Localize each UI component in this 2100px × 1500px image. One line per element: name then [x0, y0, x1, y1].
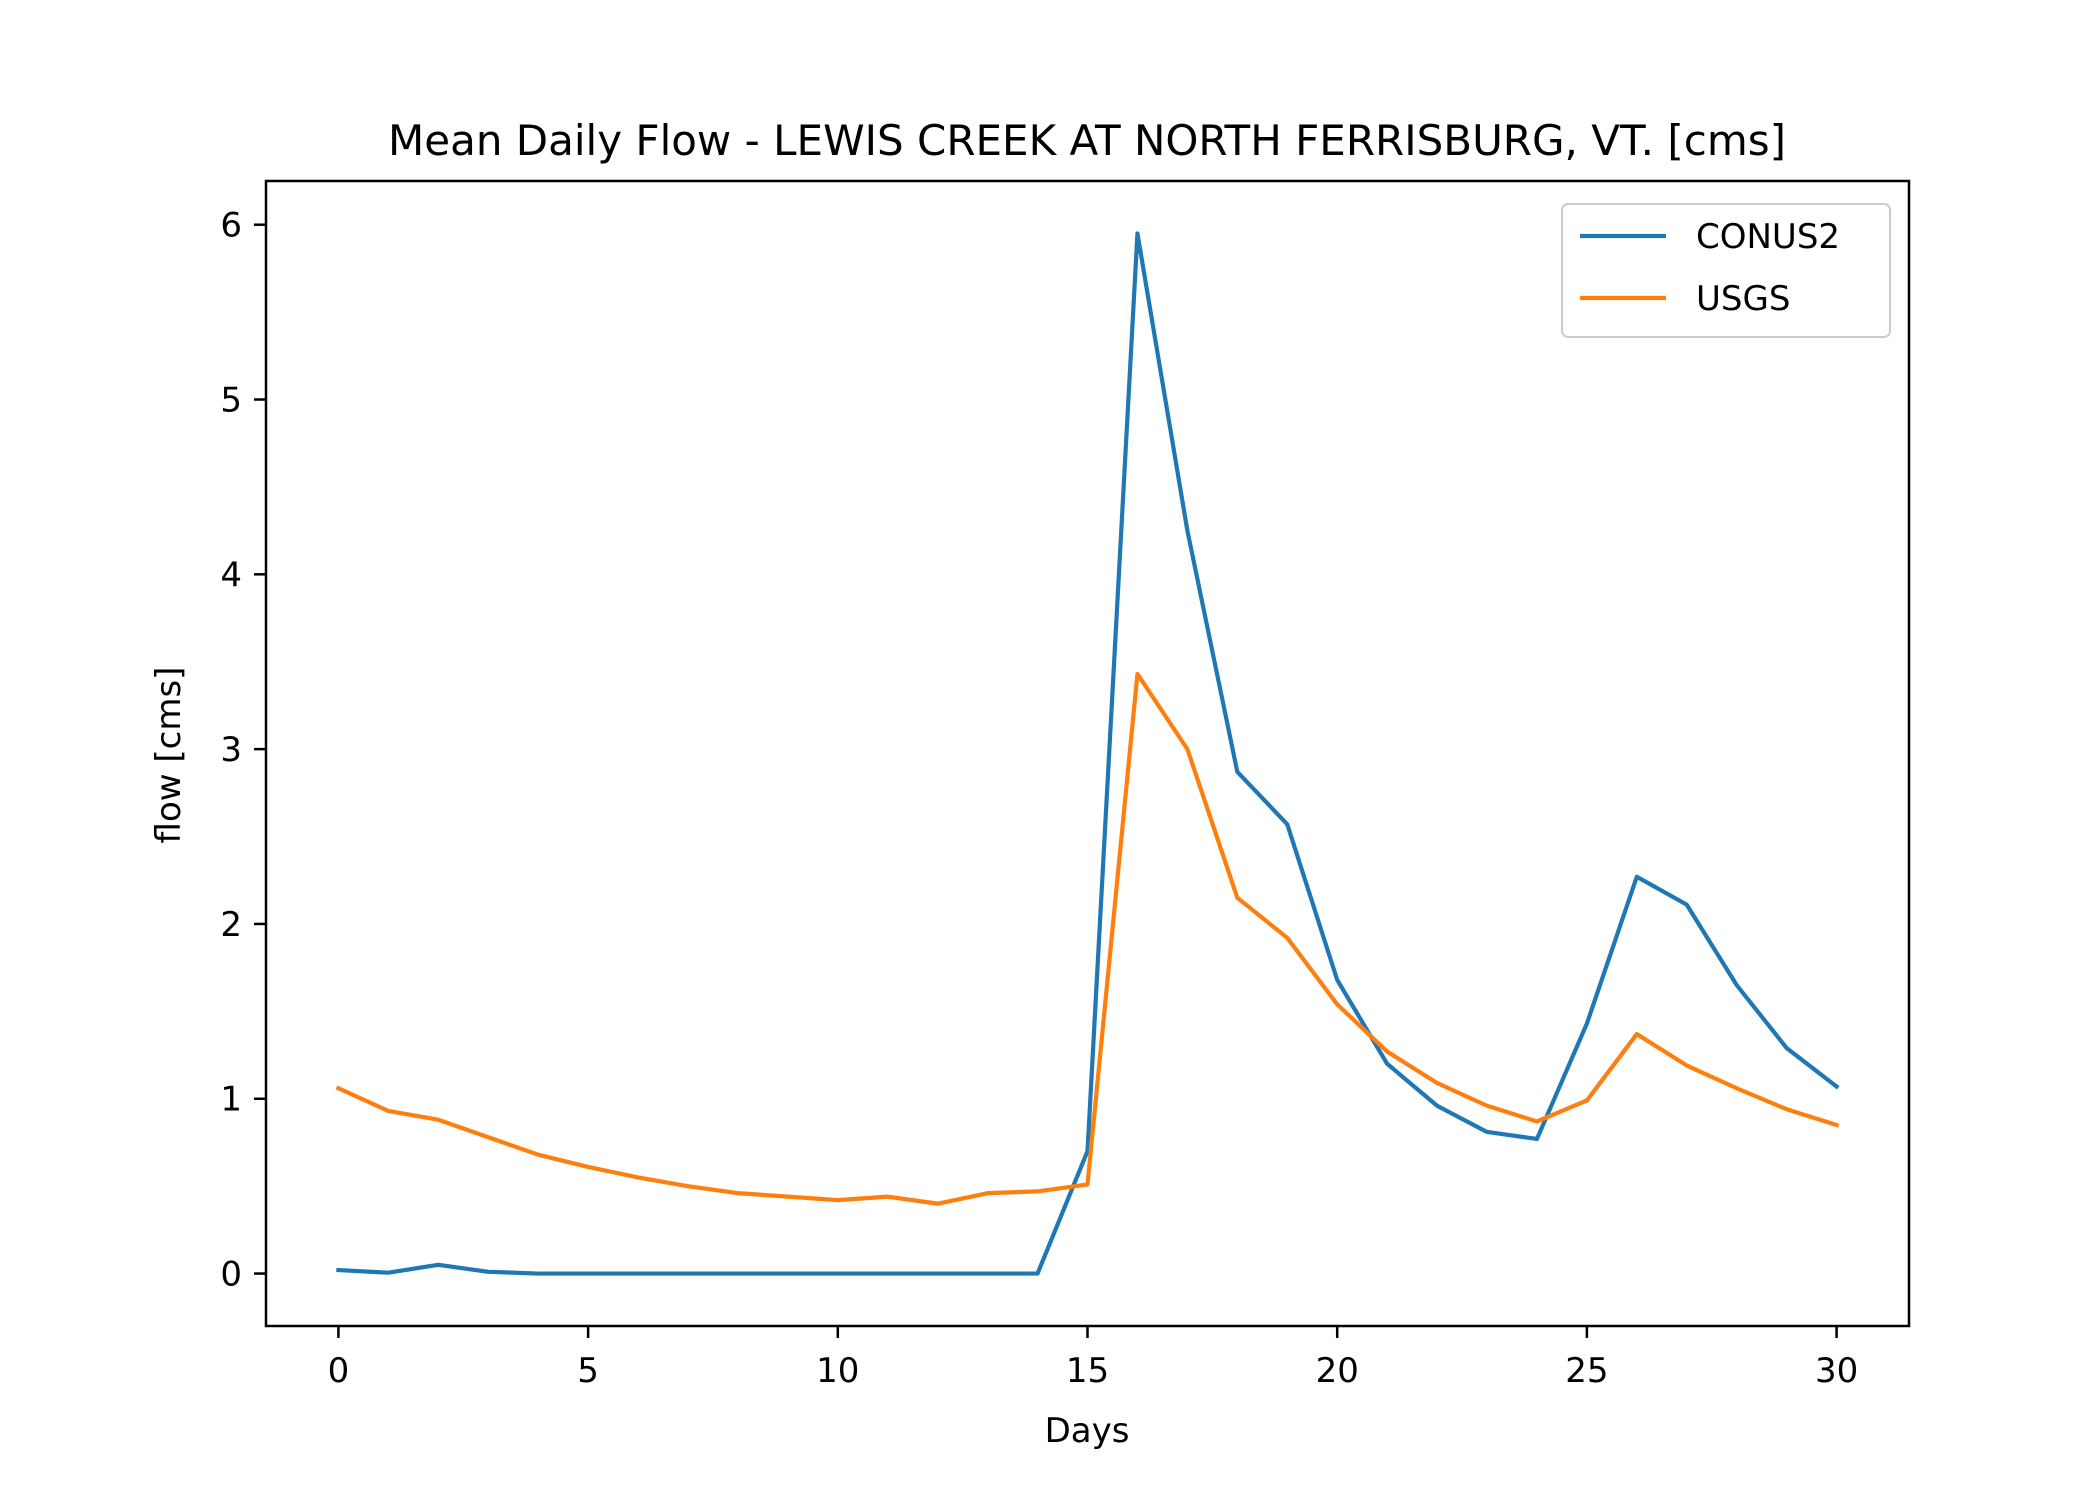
x-tick-label: 30 — [1815, 1351, 1858, 1391]
y-axis: 0 1 2 3 4 5 6 — [220, 206, 266, 1295]
x-axis-label: Days — [1045, 1411, 1130, 1451]
y-tick-label: 4 — [220, 555, 242, 595]
legend: CONUS2 USGS — [1561, 203, 1891, 338]
y-tick-label: 2 — [220, 905, 242, 945]
x-axis: 0 5 10 15 20 25 30 — [328, 1326, 1858, 1391]
x-tick-label: 10 — [816, 1351, 859, 1391]
y-tick-label: 3 — [220, 730, 242, 770]
y-axis-label: flow [cms] — [149, 667, 189, 844]
y-tick-label: 0 — [220, 1255, 242, 1295]
legend-label-usgs: USGS — [1696, 279, 1790, 319]
y-tick-label: 5 — [220, 381, 242, 421]
x-tick-label: 0 — [328, 1351, 350, 1391]
y-tick-label: 6 — [220, 206, 242, 246]
x-tick-label: 20 — [1316, 1351, 1359, 1391]
legend-label-conus2: CONUS2 — [1696, 217, 1840, 257]
x-tick-label: 15 — [1066, 1351, 1109, 1391]
x-tick-label: 5 — [577, 1351, 599, 1391]
series-line-conus2 — [336, 231, 1840, 1276]
y-tick-label: 1 — [220, 1080, 242, 1120]
chart-title: Mean Daily Flow - LEWIS CREEK AT NORTH F… — [388, 116, 1786, 165]
x-tick-label: 25 — [1565, 1351, 1608, 1391]
series-line-usgs — [335, 671, 1840, 1206]
series-layer — [335, 231, 1840, 1276]
